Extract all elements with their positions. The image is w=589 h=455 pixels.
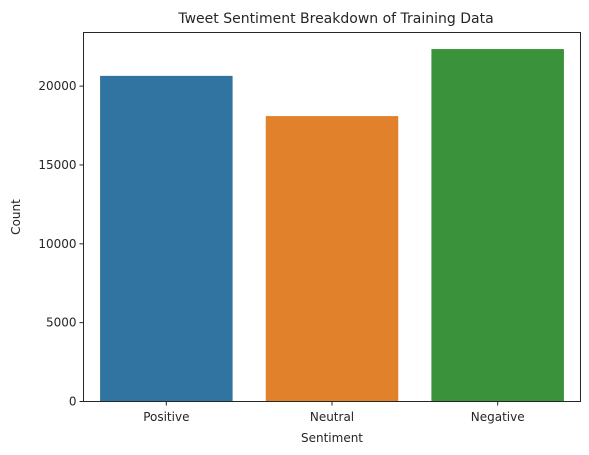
x-tick-label: Negative	[471, 410, 525, 424]
x-tick-label: Neutral	[310, 410, 354, 424]
bar-neutral	[265, 116, 399, 402]
y-axis-title: Count	[9, 199, 23, 235]
bar-positive	[100, 75, 233, 402]
y-tick-label: 10000	[38, 237, 76, 251]
x-axis-ticks: Positive Neutral Negative	[143, 401, 525, 424]
plot-frame	[83, 32, 581, 402]
y-tick-label: 5000	[46, 316, 77, 330]
x-axis-title: Sentiment	[301, 431, 363, 445]
chart-title: Tweet Sentiment Breakdown of Training Da…	[177, 11, 493, 27]
y-tick-label: 20000	[38, 79, 76, 93]
bars-group	[100, 49, 564, 402]
y-tick-label: 15000	[38, 158, 76, 172]
y-axis-ticks: 0 5000 10000 15000 20000	[38, 79, 84, 409]
bar-negative	[431, 49, 564, 402]
y-tick-label: 0	[69, 395, 77, 409]
x-tick-label: Positive	[143, 410, 189, 424]
